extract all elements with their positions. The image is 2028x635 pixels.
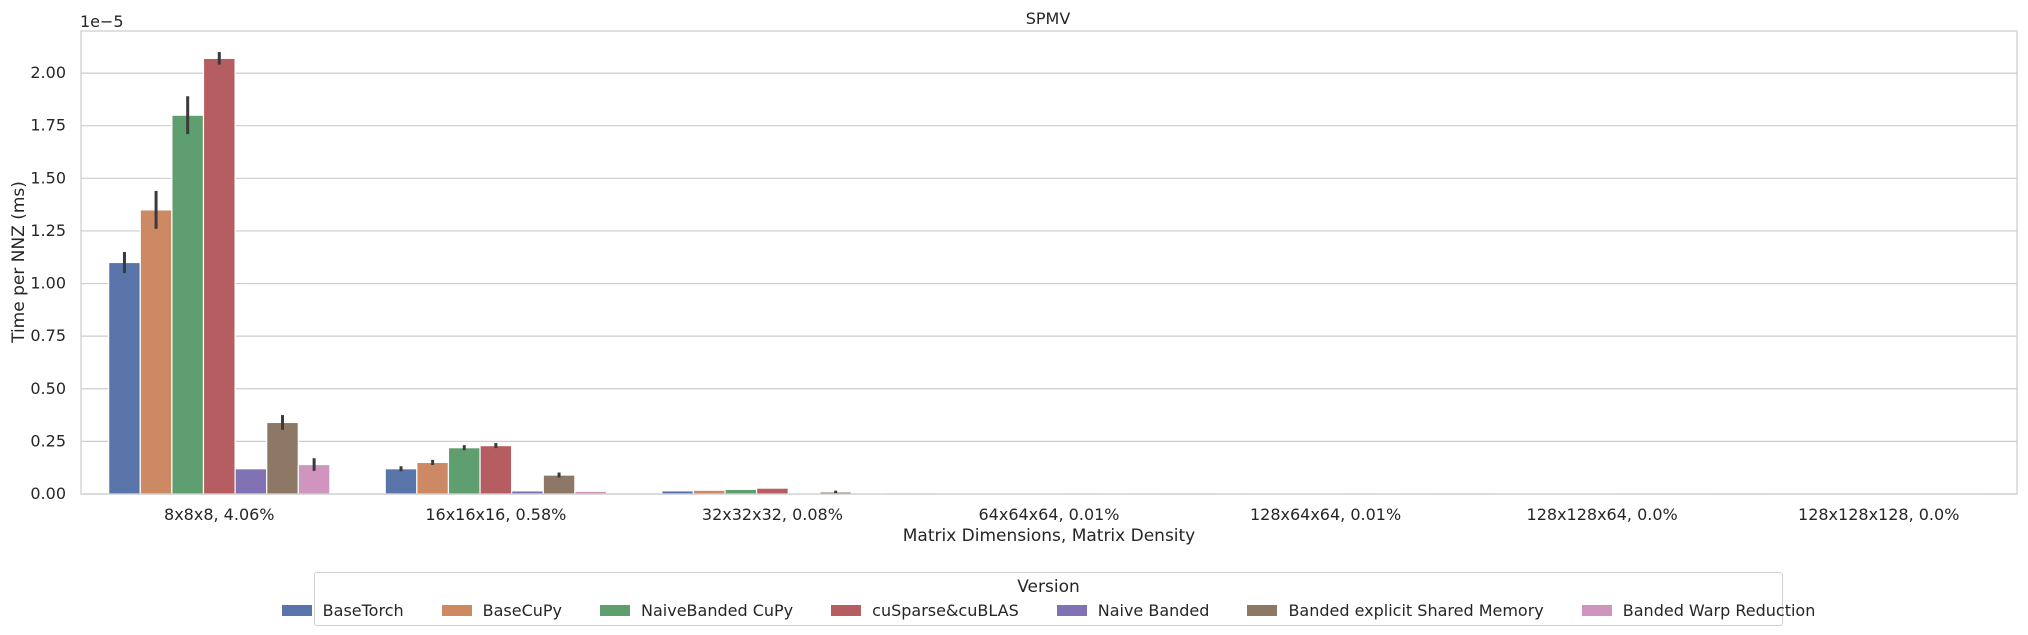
legend-item: cuSparse&cuBLAS	[831, 601, 1019, 620]
legend-label: Banded explicit Shared Memory	[1288, 601, 1544, 620]
legend-item: NaiveBanded CuPy	[600, 601, 793, 620]
y-tick-labels: 0.00 0.25 0.50 0.75 1.00 1.25 1.50 1.75 2.00	[30, 63, 66, 503]
legend-item: Naive Banded	[1056, 601, 1210, 620]
chart-title: SPMV	[1026, 9, 1071, 28]
legend-label: cuSparse&cuBLAS	[872, 601, 1019, 620]
bar	[108, 261, 141, 495]
y-axis-label: Time per NNZ (ms)	[9, 181, 29, 344]
bar	[724, 488, 758, 495]
spmv-bar-chart: SPMV 1e−5 0.00 0.25 0.50 0.75 1.00 1.25 1.50 1.…	[9, 9, 2018, 546]
legend-label: Naive Banded	[1097, 601, 1210, 620]
x-axis-label: Matrix Dimensions, Matrix Density	[903, 526, 1196, 546]
bar	[266, 421, 299, 495]
y-tick-label: 1.50	[30, 168, 66, 187]
plot-frame	[80, 30, 2018, 495]
y-tick-label: 1.00	[30, 274, 66, 293]
bar	[139, 209, 173, 495]
y-tick-label: 0.25	[30, 431, 66, 450]
legend-swatch	[1247, 605, 1278, 616]
x-tick-label: 8x8x8, 4.06%	[164, 505, 274, 524]
legend-label: NaiveBanded CuPy	[641, 601, 794, 620]
bar	[234, 468, 268, 495]
legend-swatch	[281, 605, 312, 616]
bar	[416, 461, 450, 495]
x-tick-labels: 8x8x8, 4.06% 16x16x16, 0.58% 32x32x32, 0.0…	[164, 505, 1959, 524]
bar	[479, 444, 513, 495]
legend-label: BaseTorch	[322, 601, 404, 620]
legend-swatch	[441, 605, 472, 616]
bar	[384, 468, 418, 495]
legend-item: BaseTorch	[281, 601, 404, 620]
legend-swatch	[1581, 605, 1612, 616]
bar	[202, 57, 236, 495]
y-axis-offset-text: 1e−5	[80, 12, 124, 31]
y-tick-label: 0.75	[30, 326, 66, 345]
bar	[756, 487, 789, 495]
y-tick-label: 0.00	[30, 484, 66, 503]
legend: Version BaseTorch BaseCuPy NaiveBanded CuP…	[281, 572, 1815, 626]
x-tick-label: 128x128x64, 0.0%	[1527, 505, 1678, 524]
y-tick-label: 2.00	[30, 63, 66, 82]
x-tick-label: 32x32x32, 0.08%	[702, 505, 843, 524]
legend-swatch	[600, 605, 631, 616]
x-tick-label: 16x16x16, 0.58%	[425, 505, 566, 524]
bar	[171, 114, 205, 495]
bar	[447, 447, 481, 495]
y-tick-label: 1.25	[30, 221, 66, 240]
legend-item: Banded Warp Reduction	[1581, 601, 1816, 620]
legend-item: Banded explicit Shared Memory	[1247, 601, 1544, 620]
legend-title: Version	[1017, 577, 1080, 597]
legend-label: BaseCuPy	[482, 601, 563, 620]
legend-swatch	[1056, 605, 1087, 616]
y-tick-label: 0.50	[30, 379, 66, 398]
legend-swatch	[831, 605, 862, 616]
x-tick-label: 128x64x64, 0.01%	[1250, 505, 1401, 524]
bars	[108, 57, 1990, 495]
y-tick-label: 1.75	[30, 116, 66, 135]
legend-item: BaseCuPy	[441, 601, 563, 620]
x-tick-label: 64x64x64, 0.01%	[978, 505, 1119, 524]
bar	[542, 474, 576, 495]
y-gridlines	[81, 72, 2017, 495]
legend-label: Banded Warp Reduction	[1622, 601, 1816, 620]
legend-items: BaseTorch BaseCuPy NaiveBanded CuPy cuSpars…	[281, 601, 1815, 620]
x-tick-label: 128x128x128, 0.0%	[1798, 505, 1959, 524]
error-bars	[122, 52, 838, 494]
